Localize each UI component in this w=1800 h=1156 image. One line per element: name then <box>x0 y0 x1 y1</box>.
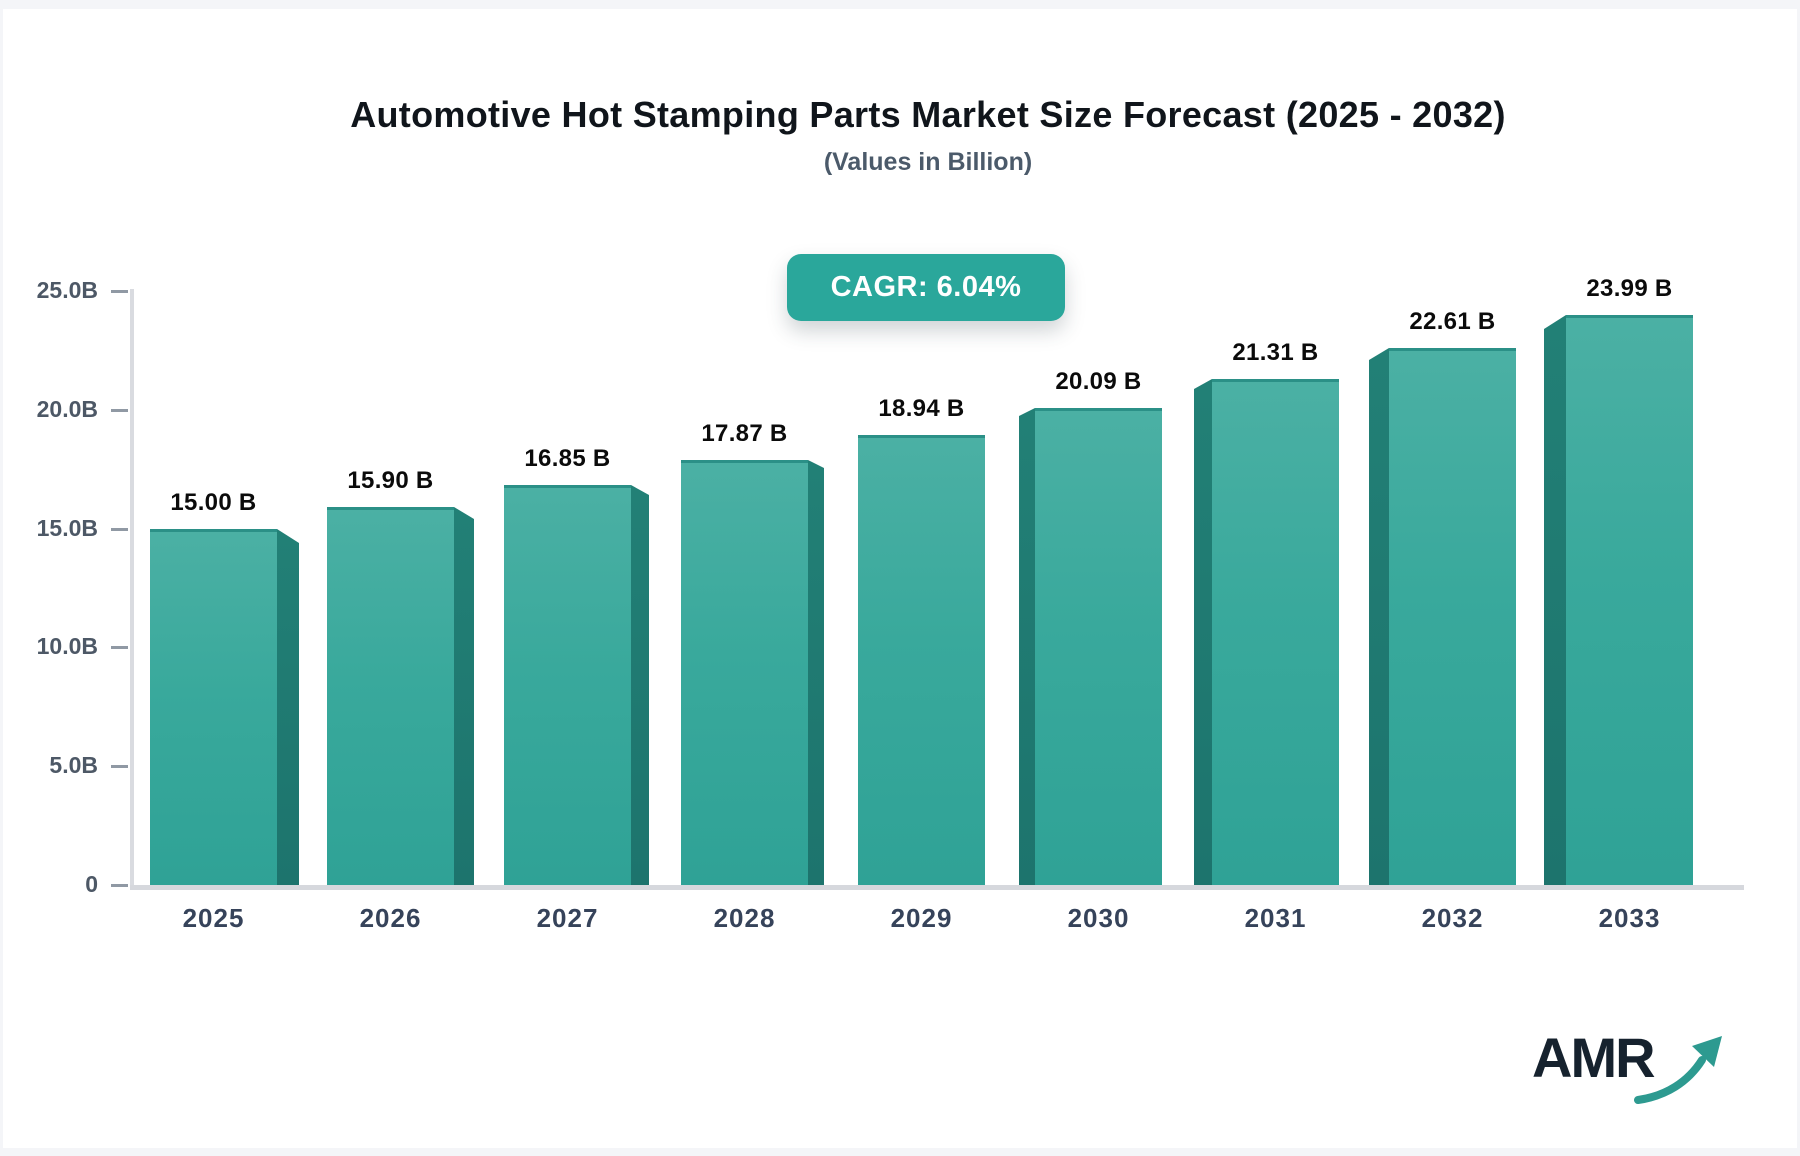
y-axis-tick-label: 25.0B <box>36 277 98 303</box>
bar-3d-side <box>1369 348 1389 885</box>
bar-value-label: 21.31 B <box>1232 339 1319 366</box>
y-axis-tick-mark <box>111 646 128 650</box>
y-axis-tick-mark <box>111 290 128 293</box>
y-axis-tick-label: 10.0B <box>36 633 98 660</box>
y-axis-tick-label: 5.0B <box>49 752 98 779</box>
y-axis-line <box>130 289 134 889</box>
y-axis-tick-mark <box>111 884 128 887</box>
x-axis-label: 2031 <box>1244 903 1307 933</box>
y-axis-tick-mark <box>111 408 128 412</box>
bar-value-label: 15.90 B <box>347 467 434 494</box>
bar-3d-side <box>1194 379 1212 885</box>
bar <box>1389 348 1516 885</box>
brand-logo-text: AMR <box>1532 1026 1656 1089</box>
bar-3d-side <box>1019 408 1035 885</box>
page-subtitle: (Values in Billion) <box>823 148 1033 176</box>
brand-logo: AMR <box>1532 1028 1732 1118</box>
bar-3d-side <box>631 485 649 885</box>
bar-3d-side <box>454 507 474 885</box>
bar <box>504 485 631 885</box>
bar <box>1035 408 1162 885</box>
bar <box>858 435 985 885</box>
y-axis-tick-label: 0 <box>85 871 98 897</box>
bar-value-label: 17.87 B <box>701 420 788 447</box>
x-axis-label: 2027 <box>536 903 599 933</box>
y-axis-tick-label: 15.0B <box>36 514 98 541</box>
y-axis-tick-label: 20.0B <box>36 395 98 422</box>
bar <box>1566 315 1693 885</box>
x-axis-label: 2032 <box>1421 903 1484 933</box>
cagr-badge: CAGR: 6.04% <box>787 254 1065 321</box>
bar-value-label: 15.00 B <box>170 489 257 516</box>
bar <box>150 529 277 885</box>
growth-arrow-icon <box>1633 1036 1722 1104</box>
x-axis-line <box>130 885 1744 890</box>
bar <box>681 460 808 885</box>
y-axis-tick-mark <box>111 527 128 531</box>
page-title: Automotive Hot Stamping Parts Market Siz… <box>350 94 1506 135</box>
y-axis-tick-mark <box>111 765 128 769</box>
x-axis-label: 2026 <box>359 903 422 933</box>
bar-3d-side <box>808 460 824 885</box>
bar <box>327 507 454 885</box>
bar-value-label: 18.94 B <box>878 395 965 422</box>
bar-3d-side <box>277 529 299 885</box>
x-axis-label: 2028 <box>713 903 776 933</box>
x-axis-label: 2030 <box>1067 903 1130 933</box>
bar-value-label: 16.85 B <box>524 445 611 472</box>
x-axis-label: 2033 <box>1598 903 1661 933</box>
bar-value-label: 20.09 B <box>1055 368 1142 395</box>
cagr-badge-label: CAGR: 6.04% <box>830 271 1022 303</box>
bar-value-label: 22.61 B <box>1409 308 1496 335</box>
x-axis-label: 2029 <box>890 903 953 933</box>
bar <box>1212 379 1339 885</box>
bar-value-label: 23.99 B <box>1586 275 1673 302</box>
x-axis-label: 2025 <box>182 903 245 933</box>
bar-3d-side <box>1544 315 1566 885</box>
